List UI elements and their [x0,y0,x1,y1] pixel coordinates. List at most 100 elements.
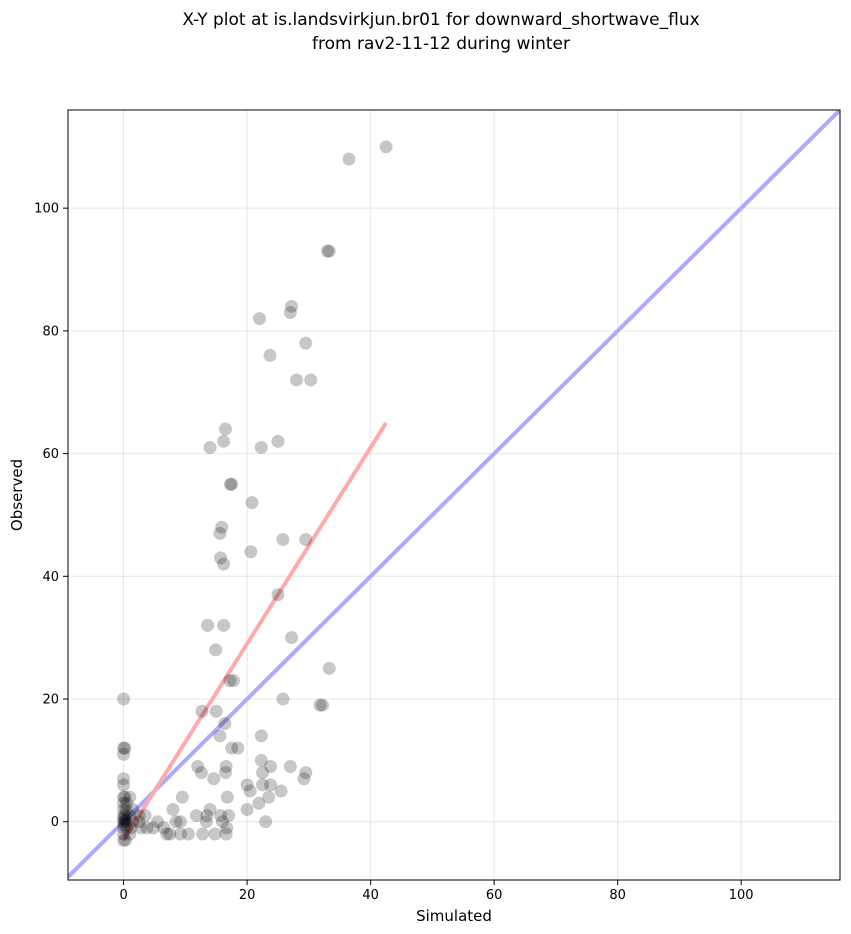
x-tick-label: 40 [362,888,379,903]
scatter-point [240,802,254,816]
scatter-point [169,815,183,829]
scatter-point [118,741,132,755]
scatter-point [218,717,232,731]
scatter-point [243,784,257,798]
scatter-point [285,299,299,313]
scatter-point [283,305,297,319]
y-tick-label: 80 [42,324,59,339]
x-tick-label: 100 [729,888,754,903]
scatter-point [120,821,134,835]
scatter-point [256,766,270,780]
scatter-point [218,422,232,436]
scatter-point [201,618,215,632]
scatter-point [264,778,278,792]
scatter-point [259,815,273,829]
scatter-point [299,766,313,780]
scatter-point [223,477,237,491]
scatter-point [264,759,278,773]
y-tick-label: 100 [34,202,59,217]
scatter-point [225,477,239,491]
y-tick-label: 20 [42,693,59,708]
scatter-point [223,674,237,688]
x-tick-label: 0 [119,888,127,903]
scatter-point [189,809,203,823]
scatter-point [254,753,268,767]
one-to-one-line [68,110,840,879]
scatter-point [225,741,239,755]
scatter-point [342,152,356,166]
scatter-point [200,809,214,823]
scatter-point [123,809,137,823]
scatter-point [151,815,165,829]
scatter-point [195,704,209,718]
y-axis-label: Observed [8,459,26,531]
scatter-point [222,809,236,823]
scatter-point [213,526,227,540]
scatter-point [215,520,229,534]
scatter-point [299,532,313,546]
scatter-point [276,532,290,546]
scatter-point [191,759,205,773]
scatter-point [322,661,336,675]
scatter-point [217,434,231,448]
plot-frame [67,109,841,881]
scatter-point [117,809,131,823]
scatter-point [119,802,133,816]
chart-title-line-1: X-Y plot at is.landsvirkjun.br01 for dow… [182,10,699,30]
scatter-point [118,790,132,804]
scatter-point [118,815,132,829]
scatter-point [214,551,228,565]
scatter-point [117,812,131,826]
scatter-point [118,809,132,823]
scatter-point [117,772,131,786]
scatter-point [274,784,288,798]
scatter-point [117,796,131,810]
scatter-point [117,821,131,835]
y-tick-label: 40 [42,570,59,585]
scatter-point [203,802,217,816]
scatter-point [262,790,276,804]
scatter-point [254,440,268,454]
scatter-point [126,802,140,816]
scatter-point [220,790,234,804]
scatter-point [313,698,327,712]
trend-lines [68,110,840,879]
scatter-point [240,778,254,792]
x-tick-label: 80 [609,888,626,903]
scatter-point [217,557,231,571]
scatter-point [285,631,299,645]
scatter-point [215,815,229,829]
x-tick-label: 60 [486,888,503,903]
scatter-point [173,815,187,829]
scatter-point [199,815,213,829]
scatter-point [120,796,134,810]
scatter-point [160,827,174,841]
scatter-point [252,796,266,810]
scatter-point [379,140,393,154]
scatter-point [219,759,233,773]
scatter-point [117,741,131,755]
scatter-point [117,802,131,816]
scatter-point [163,827,177,841]
scatter-point [290,373,304,387]
scatter-point [132,809,146,823]
scatter-point [157,821,171,835]
scatter-point [196,827,210,841]
scatter-point [244,545,258,559]
scatter-point [252,312,266,326]
regression-line [121,421,388,842]
scatter-point [123,790,137,804]
scatter-point [322,244,336,258]
scatter-point [146,821,160,835]
x-axis-label: Simulated [416,907,492,925]
scatter-point [256,778,270,792]
scatter-point [271,434,285,448]
scatter-point [126,815,140,829]
scatter-point [254,729,268,743]
x-tick-label: 20 [239,888,256,903]
scatter-point [175,790,189,804]
scatter-point [220,821,234,835]
chart-title: X-Y plot at is.landsvirkjun.br01 for dow… [182,10,699,54]
scatter-point [263,348,277,362]
